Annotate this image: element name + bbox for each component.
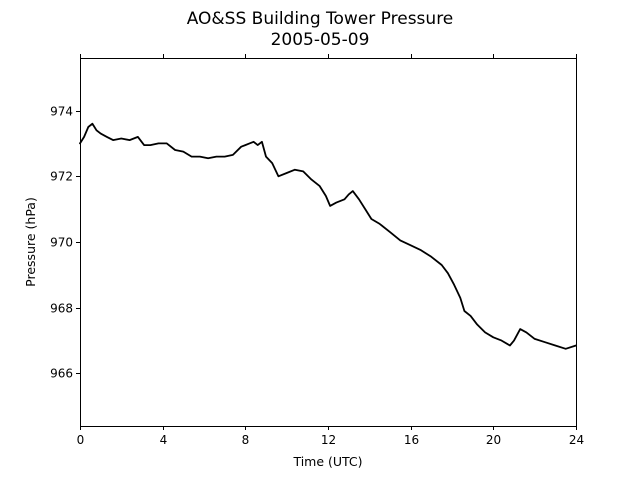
x-tick-label: 4 xyxy=(160,433,168,447)
pressure-series-line xyxy=(79,122,577,350)
y-tick-label: 972 xyxy=(50,170,73,184)
x-tick-label: 0 xyxy=(77,433,85,447)
y-tick-label: 970 xyxy=(50,236,73,250)
chart-subtitle: 2005-05-09 xyxy=(271,30,370,50)
x-tick-label: 24 xyxy=(569,433,584,447)
series-layer xyxy=(79,122,577,350)
tick-layer: 0 4 8 12 16 20 24 966 968 970 972 974 xyxy=(50,54,584,447)
y-axis-label: Pressure (hPa) xyxy=(23,197,38,287)
x-tick-label: 12 xyxy=(321,433,336,447)
y-tick-label: 974 xyxy=(50,105,73,119)
y-tick-label: 966 xyxy=(50,367,73,381)
x-axis-label: Time (UTC) xyxy=(292,454,362,469)
plot-area-frame xyxy=(80,58,577,427)
y-tick-label: 968 xyxy=(50,302,73,316)
chart-title: AO&SS Building Tower Pressure xyxy=(187,9,454,29)
x-tick-label: 8 xyxy=(242,433,250,447)
x-tick-label: 16 xyxy=(404,433,419,447)
x-tick-label: 20 xyxy=(486,433,501,447)
